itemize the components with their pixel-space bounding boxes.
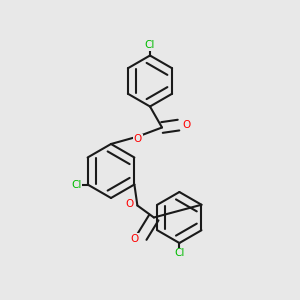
Text: O: O [126,199,134,209]
Text: Cl: Cl [174,248,184,259]
Text: O: O [130,233,139,244]
Text: Cl: Cl [71,179,81,190]
Text: O: O [134,134,142,145]
Text: Cl: Cl [145,40,155,50]
Text: O: O [182,120,190,130]
